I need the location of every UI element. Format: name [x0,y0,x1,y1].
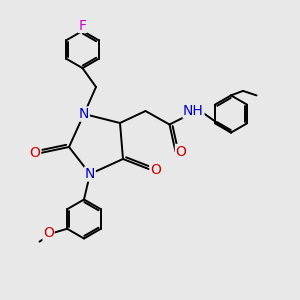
Text: O: O [176,145,186,158]
Text: NH: NH [183,104,204,118]
Text: O: O [30,146,40,160]
Text: N: N [85,167,95,181]
Text: O: O [43,226,54,240]
Text: N: N [79,107,89,121]
Text: F: F [79,19,86,32]
Text: O: O [150,163,161,176]
